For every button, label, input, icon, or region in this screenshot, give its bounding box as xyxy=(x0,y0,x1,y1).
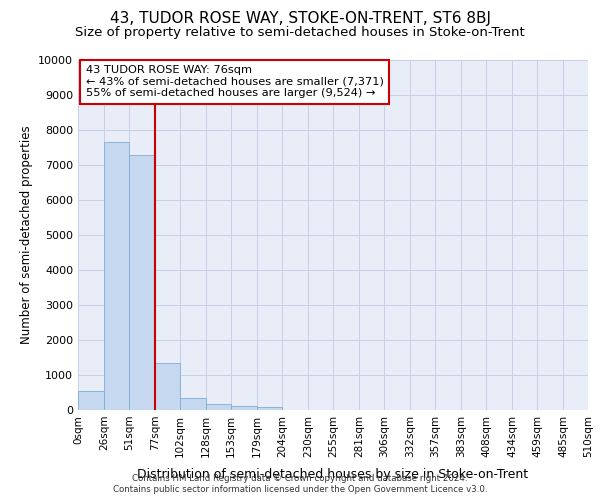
Bar xyxy=(129,155,155,410)
Text: 43 TUDOR ROSE WAY: 76sqm
← 43% of semi-detached houses are smaller (7,371)
55% o: 43 TUDOR ROSE WAY: 76sqm ← 43% of semi-d… xyxy=(86,66,383,98)
Text: 43, TUDOR ROSE WAY, STOKE-ON-TRENT, ST6 8BJ: 43, TUDOR ROSE WAY, STOKE-ON-TRENT, ST6 … xyxy=(110,12,491,26)
Bar xyxy=(206,404,231,410)
Bar xyxy=(104,142,129,410)
Y-axis label: Number of semi-detached properties: Number of semi-detached properties xyxy=(20,126,32,344)
Bar xyxy=(155,364,180,410)
Bar xyxy=(180,398,206,410)
Bar xyxy=(78,392,104,410)
Text: Contains HM Land Registry data © Crown copyright and database right 2024.
Contai: Contains HM Land Registry data © Crown c… xyxy=(113,474,487,494)
Text: Size of property relative to semi-detached houses in Stoke-on-Trent: Size of property relative to semi-detach… xyxy=(75,26,525,39)
X-axis label: Distribution of semi-detached houses by size in Stoke-on-Trent: Distribution of semi-detached houses by … xyxy=(137,468,529,481)
Bar xyxy=(231,406,257,410)
Bar xyxy=(257,407,282,410)
